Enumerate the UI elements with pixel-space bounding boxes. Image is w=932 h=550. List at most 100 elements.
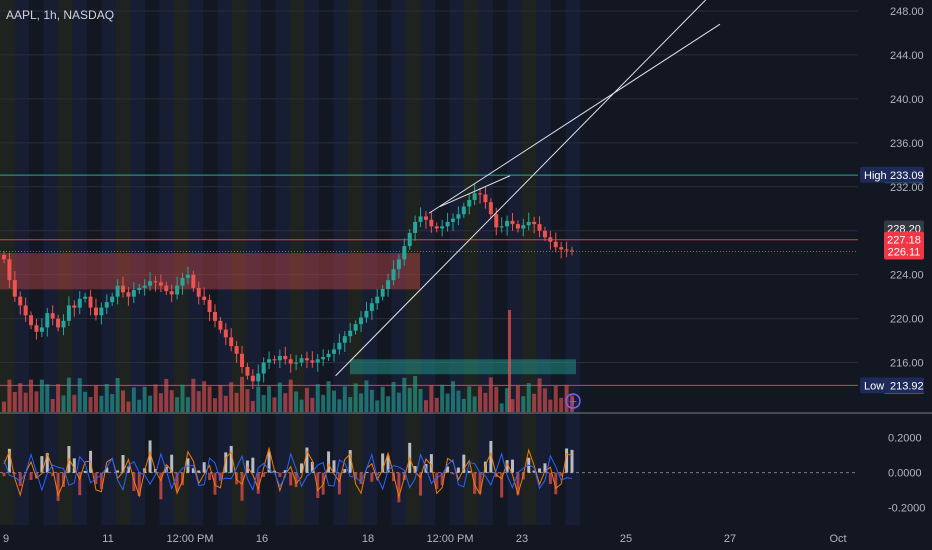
volume-bar: [50, 399, 55, 412]
candle-body: [148, 281, 153, 286]
oscillator-histogram-bar: [532, 470, 536, 473]
candle-body: [483, 194, 488, 203]
volume-bar: [548, 399, 553, 412]
trendline[interactable]: [428, 23, 721, 214]
volume-bar: [77, 378, 82, 412]
volume-bar: [440, 384, 445, 412]
candle-body: [50, 313, 55, 319]
volume-bar: [478, 386, 483, 412]
oscillator-histogram-bar: [83, 470, 87, 473]
oscillator-histogram-bar: [45, 453, 49, 473]
volume-bar: [104, 384, 109, 412]
oscillator-histogram-bar: [218, 472, 222, 481]
volume-bar: [121, 390, 126, 412]
oscillator-tick-label: 0.2000: [888, 433, 922, 445]
trendlines[interactable]: [335, 0, 721, 377]
candle-body: [515, 224, 520, 229]
candle-body: [380, 288, 385, 297]
high-badge-caption: High: [864, 170, 887, 182]
oscillator-histogram-bar: [391, 472, 395, 482]
oscillator-histogram-bar: [354, 472, 358, 480]
oscillator-histogram-bar: [300, 463, 304, 473]
volume-bars: [2, 310, 574, 412]
symbol-title[interactable]: AAPL, 1h, NASDAQ: [6, 8, 115, 22]
oscillator-histogram-bar: [375, 472, 379, 476]
volume-bar: [137, 399, 142, 412]
volume-bar: [413, 376, 418, 412]
volume-bar: [39, 379, 44, 412]
candle-body: [175, 285, 180, 295]
volume-bar: [288, 379, 293, 412]
candle-body: [240, 353, 245, 367]
candle-body: [526, 221, 531, 226]
candle-body: [542, 230, 547, 238]
price-tick-label: 224.00: [890, 270, 924, 282]
session-stripe: [449, 0, 464, 525]
candle-body: [272, 359, 277, 361]
volume-bar: [472, 396, 477, 412]
oscillator-histogram-bar: [121, 455, 125, 473]
volume-bar: [223, 395, 228, 412]
candle-body: [467, 199, 472, 207]
volume-bar: [402, 377, 407, 412]
volume-bar: [240, 376, 245, 412]
oscillator-histogram-bar: [116, 470, 120, 473]
candle-body: [39, 327, 44, 332]
oscillator-histogram-bar: [538, 468, 542, 473]
candle-body: [2, 254, 6, 260]
session-stripe: [116, 0, 131, 525]
candle-body: [461, 206, 466, 215]
candle-body: [553, 241, 558, 248]
price-badges: 233.06228.20227.18226.11213.87High233.09…: [860, 166, 924, 394]
volume-bar: [553, 386, 558, 412]
oscillator-tick-label: 0.0000: [888, 468, 922, 480]
oscillator-histogram-bar: [262, 472, 266, 477]
volume-bar: [267, 386, 272, 412]
volume-bar: [250, 401, 255, 412]
oscillator-histogram-bar: [159, 472, 163, 500]
candle-body: [304, 358, 309, 361]
oscillator-histogram-bar: [51, 472, 55, 477]
candle-body: [99, 307, 104, 316]
session-stripe: [348, 0, 363, 525]
price-tick-label: 220.00: [890, 314, 924, 326]
oscillator-histogram-bar: [370, 472, 374, 482]
oscillator-histogram-bar: [267, 451, 271, 473]
candle-body: [245, 366, 250, 376]
markers: +: [565, 393, 581, 409]
oscillator-histogram-bar: [435, 472, 439, 489]
trendline[interactable]: [335, 0, 706, 377]
volume-bar: [450, 381, 455, 412]
volume-bar: [488, 377, 493, 412]
time-tick-label: 12:00 PM: [166, 533, 213, 545]
volume-bar: [126, 401, 131, 412]
volume-bar: [510, 399, 515, 412]
candle-body: [72, 305, 77, 308]
low-badge-caption: Low: [864, 380, 884, 392]
session-stripe: [174, 0, 189, 525]
low-badge-bg: [860, 377, 924, 394]
candle-body: [521, 225, 526, 229]
volume-bar: [342, 386, 347, 412]
oscillator-histogram-bar: [7, 448, 11, 473]
oscillator-histogram-bar: [137, 472, 141, 497]
volume-bar: [56, 384, 61, 412]
volume-bar: [207, 386, 212, 412]
volume-bar: [407, 387, 412, 412]
candle-body: [423, 216, 428, 220]
volume-bar: [12, 392, 17, 412]
low-badge-value: 213.92: [890, 380, 924, 392]
volume-bar: [7, 379, 12, 412]
volume-bar: [467, 386, 472, 412]
volume-bar: [369, 389, 374, 412]
price-badge: 226.11: [888, 246, 921, 258]
candle-body: [294, 362, 299, 364]
oscillator-histogram-bar: [500, 472, 504, 498]
volume-bar: [380, 386, 385, 412]
oscillator-histogram-bar: [343, 469, 347, 473]
candle-body: [153, 281, 158, 283]
oscillator-histogram-bar: [99, 472, 103, 490]
oscillator-histogram-bar: [202, 462, 206, 473]
volume-bar: [212, 398, 217, 412]
